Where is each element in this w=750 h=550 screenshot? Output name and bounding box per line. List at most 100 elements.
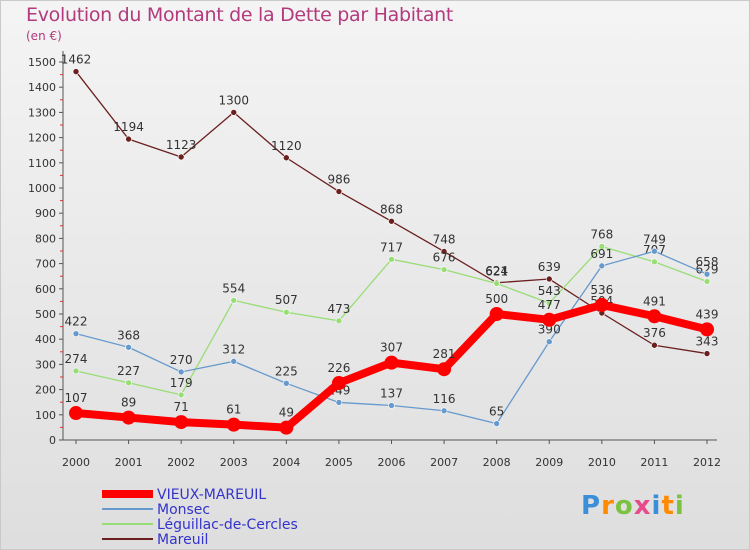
data-label-mareuil: 1120 [271, 139, 302, 153]
data-point-mareuil [440, 248, 448, 255]
data-point-l-guillac-de-cercles [283, 308, 290, 316]
y-tick-label: 1000 [28, 182, 56, 195]
data-label-vieux-mareuil: 307 [380, 341, 403, 355]
data-point-mareuil [651, 341, 658, 349]
data-label-l-guillac-de-cercles: 629 [696, 262, 719, 276]
data-label-monsec: 137 [380, 386, 403, 400]
y-tick-label: 1500 [28, 56, 56, 69]
data-point-mareuil [335, 188, 343, 195]
data-point-vieux-mareuil [331, 376, 346, 391]
data-point-l-guillac-de-cercles [703, 278, 711, 285]
y-tick-label: 1200 [28, 132, 56, 145]
data-label-l-guillac-de-cercles: 768 [590, 227, 613, 241]
data-label-mareuil: 868 [380, 202, 403, 216]
data-point-mareuil [177, 153, 185, 161]
data-label-monsec: 270 [170, 353, 193, 367]
data-label-mareuil: 639 [538, 260, 561, 274]
data-point-l-guillac-de-cercles [388, 256, 395, 263]
x-tick-label: 2012 [693, 456, 721, 469]
data-point-vieux-mareuil [489, 307, 504, 321]
data-label-l-guillac-de-cercles: 507 [275, 293, 298, 307]
series-line-l-guillac-de-cercles [75, 245, 708, 396]
y-tick-label: 1400 [28, 81, 56, 94]
x-tick-label: 2008 [483, 456, 511, 469]
legend-label-l-guillac-de-cercles: Léguillac-de-Cercles [157, 517, 298, 533]
data-label-mareuil: 1462 [61, 53, 92, 67]
logo-letter: x [633, 491, 652, 521]
data-label-monsec: 65 [489, 405, 504, 419]
logo-letter: r [601, 491, 615, 521]
y-tick-label: 1100 [28, 157, 56, 170]
data-label-vieux-mareuil: 107 [65, 391, 88, 405]
data-label-l-guillac-de-cercles: 717 [380, 240, 403, 254]
data-point-mareuil [703, 350, 711, 357]
x-tick-label: 2011 [640, 456, 668, 469]
data-point-l-guillac-de-cercles [125, 379, 132, 387]
data-point-vieux-mareuil [279, 420, 294, 435]
x-tick-label: 2005 [325, 456, 353, 469]
data-label-mareuil: 1123 [166, 138, 197, 152]
y-tick-label: 200 [35, 384, 56, 397]
logo-letter: i [651, 491, 662, 521]
data-label-vieux-mareuil: 439 [696, 307, 719, 321]
legend-label-monsec: Monsec [157, 502, 210, 518]
data-point-monsec [335, 399, 343, 406]
data-point-monsec [230, 358, 238, 365]
data-point-monsec [440, 407, 448, 415]
data-point-vieux-mareuil [700, 322, 714, 337]
data-label-monsec: 368 [117, 328, 140, 342]
data-point-monsec [125, 343, 132, 351]
data-label-vieux-mareuil: 477 [538, 298, 561, 312]
logo-letter: P [581, 491, 602, 521]
data-label-mareuil: 343 [696, 335, 719, 349]
data-label-monsec: 312 [222, 342, 245, 356]
x-tick-label: 2002 [167, 456, 195, 469]
data-point-l-guillac-de-cercles [335, 317, 343, 325]
logo-letter: t [661, 491, 675, 521]
data-point-monsec [545, 338, 553, 346]
legend-label-vieux-mareuil: VIEUX-MAREUIL [157, 487, 266, 503]
data-label-vieux-mareuil: 491 [643, 294, 666, 308]
data-label-vieux-mareuil: 89 [121, 396, 136, 410]
x-tick-label: 2009 [535, 456, 563, 469]
data-label-mareuil: 986 [327, 173, 350, 187]
data-point-l-guillac-de-cercles [230, 297, 238, 304]
data-label-vieux-mareuil: 71 [174, 400, 189, 414]
data-point-l-guillac-de-cercles [545, 299, 553, 307]
data-label-mareuil: 1300 [218, 93, 249, 107]
y-tick-label: 300 [35, 358, 56, 371]
data-label-monsec: 658 [696, 255, 719, 269]
data-label-vieux-mareuil: 226 [327, 361, 350, 375]
data-point-mareuil [72, 68, 80, 75]
data-label-l-guillac-de-cercles: 621 [485, 265, 508, 279]
data-point-vieux-mareuil [174, 415, 189, 430]
y-tick-label: 0 [49, 434, 56, 447]
data-point-mareuil [125, 135, 132, 143]
data-point-l-guillac-de-cercles [440, 266, 448, 273]
data-point-l-guillac-de-cercles [651, 258, 658, 266]
data-point-vieux-mareuil [384, 355, 399, 370]
data-point-vieux-mareuil [69, 406, 83, 421]
data-label-l-guillac-de-cercles: 274 [65, 352, 88, 366]
data-point-l-guillac-de-cercles [493, 280, 500, 287]
data-label-monsec: 422 [65, 315, 88, 329]
legend-label-mareuil: Mareuil [157, 532, 208, 548]
logo-letter: o [614, 491, 634, 521]
data-point-monsec [388, 402, 395, 409]
data-label-monsec: 390 [538, 323, 561, 337]
data-point-mareuil [388, 217, 395, 225]
y-tick-label: 900 [35, 207, 56, 220]
data-point-vieux-mareuil [437, 362, 452, 377]
data-point-mareuil [230, 109, 238, 116]
data-label-mareuil: 624 [485, 264, 508, 278]
data-label-l-guillac-de-cercles: 554 [222, 281, 245, 295]
proxiti-logo: Proxiti [581, 491, 685, 521]
y-tick-label: 400 [35, 333, 56, 346]
data-point-monsec [283, 379, 290, 387]
logo-letter: i [674, 491, 685, 521]
data-point-mareuil [545, 275, 553, 283]
data-label-l-guillac-de-cercles: 473 [327, 302, 350, 316]
data-label-mareuil: 748 [433, 233, 456, 247]
